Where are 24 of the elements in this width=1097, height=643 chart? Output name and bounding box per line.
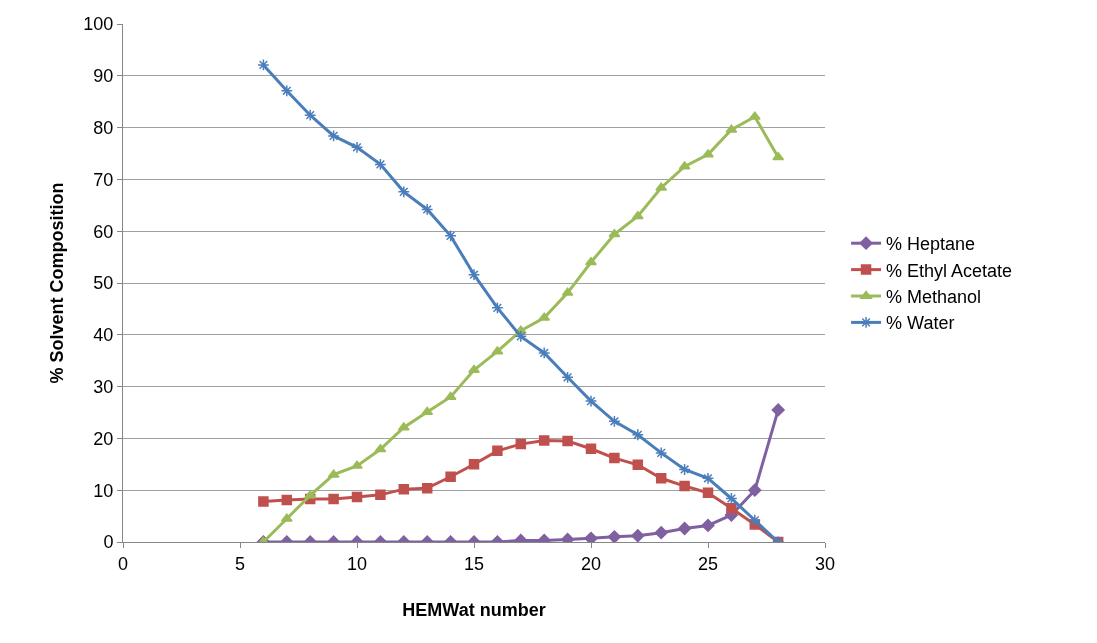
y-tick-label: 60: [93, 221, 114, 242]
y-tick-label: 100: [83, 14, 114, 35]
y-tick-label: 40: [93, 325, 114, 346]
x-axis-title: HEMWat number: [402, 599, 546, 620]
x-tick-label: 0: [117, 553, 129, 574]
x-tick-label: 10: [346, 553, 368, 574]
x-tick-label: 30: [814, 553, 836, 574]
legend-label: % Methanol: [886, 287, 982, 308]
x-tick-label: 5: [234, 553, 246, 574]
y-tick-label: 50: [93, 273, 114, 294]
x-tick-label: 25: [697, 553, 719, 574]
legend-label: % Heptane: [886, 234, 976, 255]
legend-label: % Water: [886, 313, 955, 334]
y-tick-label: 20: [93, 428, 114, 449]
y-tick-label: 70: [93, 169, 114, 190]
x-tick-label: 15: [463, 553, 485, 574]
x-tick-label: 20: [580, 553, 602, 574]
y-tick-label: 30: [93, 376, 114, 397]
y-axis-title: % Solvent Composition: [46, 182, 67, 384]
y-tick-label: 10: [93, 480, 114, 501]
y-tick-label: 90: [93, 66, 114, 87]
y-tick-label: 80: [93, 117, 114, 138]
legend-label: % Ethyl Acetate: [886, 260, 1013, 281]
y-tick-label: 0: [103, 532, 114, 553]
